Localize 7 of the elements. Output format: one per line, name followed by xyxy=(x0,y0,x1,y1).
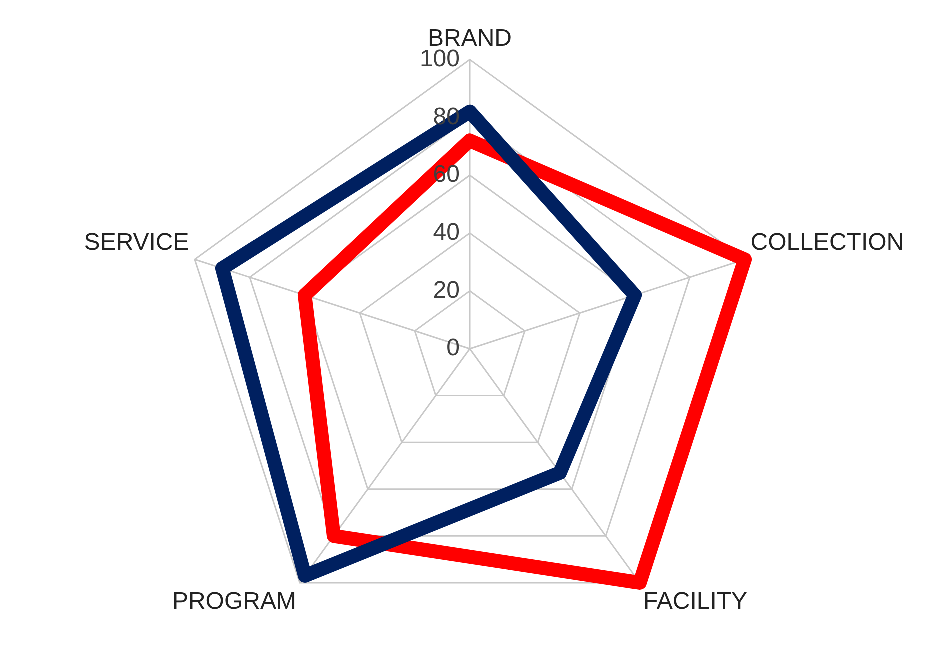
y-tick-label: 40 xyxy=(433,218,460,246)
spoke-label: SERVICE xyxy=(84,229,190,256)
y-tick-label: 0 xyxy=(446,334,460,362)
spoke-label: FACILITY xyxy=(644,588,748,615)
spoke-label: PROGRAM xyxy=(172,588,296,615)
spoke-label: COLLECTION xyxy=(750,229,904,256)
y-tick-label: 20 xyxy=(433,276,460,304)
